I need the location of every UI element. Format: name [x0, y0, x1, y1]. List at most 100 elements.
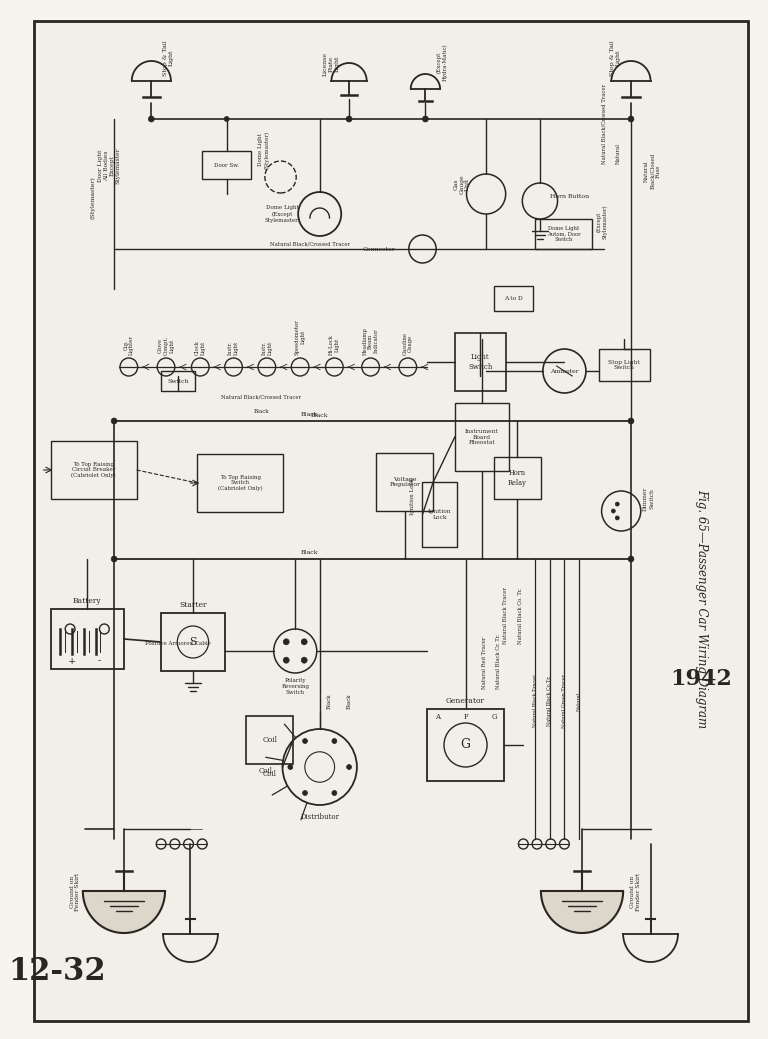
Text: Door Sw.: Door Sw. — [214, 162, 240, 167]
Bar — [247, 716, 293, 764]
Circle shape — [301, 639, 307, 645]
Circle shape — [611, 509, 615, 513]
Text: Ground on
Fender Skirt: Ground on Fender Skirt — [631, 873, 641, 911]
Circle shape — [615, 502, 619, 506]
Text: Natural Black Tracer: Natural Black Tracer — [503, 587, 508, 644]
Text: (Except
Hydra-Matic): (Except Hydra-Matic) — [436, 44, 448, 81]
Text: Connector: Connector — [362, 246, 395, 251]
Text: (Stylemaster): (Stylemaster) — [90, 177, 95, 219]
Text: +: + — [68, 657, 76, 666]
Text: G: G — [492, 713, 497, 721]
Circle shape — [628, 418, 634, 424]
Text: Generator: Generator — [446, 697, 485, 705]
Circle shape — [111, 418, 117, 424]
Bar — [494, 286, 533, 311]
Text: Horn
Relay: Horn Relay — [508, 470, 527, 486]
Bar — [455, 334, 505, 391]
Circle shape — [628, 116, 634, 122]
Text: Instr.
Light: Instr. Light — [261, 341, 272, 355]
Circle shape — [301, 658, 307, 663]
Polygon shape — [83, 891, 165, 933]
Circle shape — [346, 116, 352, 122]
Text: Dimmer
Switch: Dimmer Switch — [643, 486, 654, 511]
Text: Door Light
All Bodies
Except
Stylemaster: Door Light All Bodies Except Stylemaster — [98, 148, 121, 184]
Circle shape — [283, 658, 290, 663]
Circle shape — [148, 116, 154, 122]
Text: S: S — [189, 637, 197, 647]
Text: To Top Raising
Switch
(Cabriolet Only): To Top Raising Switch (Cabriolet Only) — [218, 475, 263, 491]
Bar — [427, 709, 504, 781]
Bar — [161, 613, 225, 671]
Text: 12-32: 12-32 — [8, 956, 106, 986]
Text: Natural Black Co.Tr.: Natural Black Co.Tr. — [548, 675, 552, 726]
Text: Stop & Tail
Light: Stop & Tail Light — [610, 41, 621, 76]
Text: Headlamp
Beam
Indicator: Headlamp Beam Indicator — [362, 327, 379, 355]
Text: Horn Button: Horn Button — [550, 193, 589, 198]
Text: Dome Light
Autom. Door
Switch: Dome Light Autom. Door Switch — [547, 225, 581, 242]
Text: To Top Raising
Circuit Breaker
(Cabriolet Only): To Top Raising Circuit Breaker (Cabriole… — [71, 461, 116, 478]
Text: Dome Light
(Stylemaster): Dome Light (Stylemaster) — [258, 131, 270, 169]
Circle shape — [615, 516, 619, 520]
Text: Natural: Natural — [577, 691, 581, 711]
Bar — [51, 441, 137, 499]
Bar — [197, 454, 283, 512]
Bar — [51, 609, 124, 669]
Text: Natural Green Tracer: Natural Green Tracer — [562, 674, 567, 728]
Text: Black: Black — [301, 411, 319, 417]
Text: Gas
Gauge
Unit: Gas Gauge Unit — [453, 175, 470, 194]
Text: Voltage
Regulator: Voltage Regulator — [389, 477, 420, 487]
Text: Black: Black — [253, 409, 269, 414]
Text: Instr.
Light: Instr. Light — [228, 341, 239, 355]
Text: Natural Black Cr. Tr.: Natural Black Cr. Tr. — [496, 634, 502, 689]
Text: Natural Black/Crossed Tracer: Natural Black/Crossed Tracer — [221, 394, 301, 399]
Bar — [494, 457, 541, 499]
Text: Coil: Coil — [263, 736, 277, 744]
Circle shape — [332, 791, 337, 796]
Text: Black: Black — [301, 550, 319, 555]
Text: Glove
Compt.
Light: Glove Compt. Light — [157, 336, 174, 355]
Text: Instrument
Board
Rheostat: Instrument Board Rheostat — [465, 429, 498, 446]
Text: Speedometer
Light: Speedometer Light — [295, 319, 306, 355]
Text: A to D: A to D — [504, 296, 523, 301]
Text: (Except
Stylemaster): (Except Stylemaster) — [596, 205, 607, 239]
Circle shape — [224, 116, 229, 122]
Text: Starter: Starter — [179, 601, 207, 609]
Text: Black: Black — [311, 412, 329, 418]
Text: Distributor: Distributor — [300, 812, 339, 821]
Circle shape — [628, 556, 634, 562]
Text: Black: Black — [327, 693, 332, 709]
Text: Positive Armored Cable: Positive Armored Cable — [145, 641, 210, 646]
Text: Coil: Coil — [263, 770, 276, 778]
Text: Dome Light
(Except
Stylemaster): Dome Light (Except Stylemaster) — [264, 206, 300, 222]
Text: Natural Black Co. Tr.: Natural Black Co. Tr. — [518, 588, 523, 644]
Text: Natural Black Tracer: Natural Black Tracer — [532, 674, 538, 727]
Text: Coil: Coil — [259, 767, 273, 775]
Text: License
Plate
Light: License Plate Light — [323, 52, 339, 76]
Circle shape — [422, 116, 429, 122]
Text: Ignition
Lock: Ignition Lock — [428, 509, 452, 520]
Text: 1942: 1942 — [670, 668, 733, 690]
Circle shape — [283, 639, 290, 645]
Bar — [161, 371, 195, 391]
Circle shape — [346, 765, 352, 770]
Circle shape — [111, 556, 117, 562]
Text: Polarity
Reversing
Switch: Polarity Reversing Switch — [281, 678, 310, 695]
Text: Battery: Battery — [73, 597, 101, 605]
Bar — [376, 453, 433, 511]
Bar — [202, 151, 251, 179]
Bar — [535, 219, 592, 249]
Text: Ground on
Fender Skirt: Ground on Fender Skirt — [70, 873, 81, 911]
Text: Natural
Black/Closed
Fuse: Natural Black/Closed Fuse — [644, 153, 660, 189]
Polygon shape — [541, 891, 623, 933]
Text: A: A — [435, 713, 439, 721]
Text: Fig. 65—Passenger Car Wiring Diagram: Fig. 65—Passenger Car Wiring Diagram — [695, 489, 708, 728]
Text: -: - — [98, 657, 101, 666]
Circle shape — [303, 791, 307, 796]
Text: Natural: Natural — [616, 143, 621, 164]
Bar — [422, 482, 457, 547]
Text: Black: Black — [346, 693, 352, 709]
Text: Natural Red Tracer: Natural Red Tracer — [482, 637, 487, 689]
Text: Natural Black/Crossed Tracer: Natural Black/Crossed Tracer — [601, 84, 606, 164]
Text: Ignition Lock: Ignition Lock — [410, 478, 415, 514]
Text: F: F — [463, 713, 468, 721]
